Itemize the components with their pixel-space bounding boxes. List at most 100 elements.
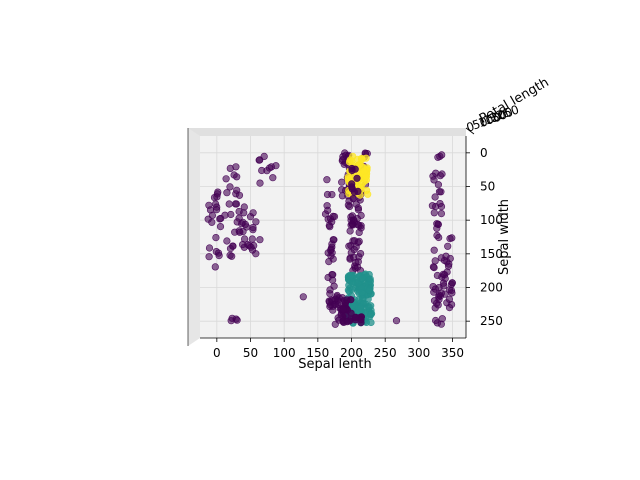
z-tick-label: 250 [495, 102, 521, 122]
scatter-point-class-0 [329, 236, 337, 244]
scatter-point-class-0 [240, 203, 248, 211]
scatter-point-class-1 [367, 318, 375, 327]
scatter-point-class-0 [343, 318, 351, 326]
scatter-point-class-0 [228, 252, 236, 260]
scatter-point-class-0 [331, 295, 339, 303]
scatter-point-class-0 [428, 202, 437, 210]
z-tick-label: 200 [489, 105, 515, 125]
scatter-point-class-0 [347, 296, 355, 304]
scatter-point-class-1 [347, 272, 355, 280]
scatter-point-class-0 [239, 218, 247, 226]
top-pane [188, 128, 466, 136]
scatter-point-class-0 [326, 290, 334, 298]
scatter-point-class-0 [328, 191, 336, 199]
scatter-point-class-0 [430, 264, 438, 272]
scatter-point-class-0 [346, 227, 354, 235]
floor-pane [188, 128, 200, 346]
y-tick-label: 200 [480, 281, 503, 295]
scatter-point-class-0 [431, 193, 439, 201]
x-tick-label: 50 [243, 346, 258, 360]
scatter-point-class-1 [358, 274, 367, 282]
scatter-point-class-0 [329, 255, 337, 263]
scatter-point-class-0 [323, 176, 331, 184]
scatter-point-class-0 [441, 271, 449, 279]
scatter-point-class-0 [436, 200, 444, 208]
scatter-point-class-1 [366, 275, 374, 283]
scatter-point-class-0 [227, 317, 235, 325]
scatter-point-class-0 [437, 210, 446, 218]
scatter-point-class-0 [246, 213, 255, 221]
scatter-point-class-0 [223, 189, 231, 197]
scatter-point-class-0 [236, 228, 244, 236]
scatter-point-class-0 [392, 317, 401, 325]
scatter-point-class-1 [365, 286, 373, 294]
scatter-point-class-0 [231, 200, 240, 208]
scatter-point-class-0 [256, 156, 264, 164]
scatter-point-class-0 [357, 224, 365, 232]
y-axis-label: Sepal width [497, 199, 512, 275]
scatter-point-class-0 [324, 206, 332, 214]
scatter-point-class-0 [435, 188, 444, 196]
scatter-point-class-0 [430, 176, 438, 184]
scatter-point-class-0 [353, 174, 361, 182]
scatter-point-class-0 [444, 242, 452, 250]
scatter-point-class-1 [355, 295, 363, 304]
scatter-point-class-1 [367, 311, 375, 319]
scatter-point-class-0 [225, 200, 233, 208]
scatter-point-class-0 [223, 237, 231, 245]
scatter-point-class-0 [252, 218, 260, 226]
scatter-point-class-0 [205, 244, 214, 252]
scatter-point-class-0 [354, 239, 362, 247]
x-tick-label: 200 [340, 346, 363, 360]
scatter-point-class-2 [364, 190, 372, 198]
scatter-point-class-1 [367, 302, 375, 310]
data-points [204, 149, 456, 328]
x-tick-label: 250 [374, 346, 397, 360]
scatter-point-class-0 [448, 279, 456, 287]
scatter-point-class-0 [221, 211, 229, 219]
x-tick-label: 300 [407, 346, 430, 360]
scatter-point-class-0 [350, 246, 358, 254]
scatter-point-class-0 [230, 171, 238, 179]
scatter-point-class-0 [269, 174, 277, 182]
scatter-point-class-0 [430, 246, 438, 254]
scatter-point-class-0 [438, 151, 446, 159]
scatter-point-class-0 [216, 223, 225, 231]
scatter-point-class-0 [446, 254, 454, 263]
scatter-point-class-0 [205, 201, 213, 209]
scatter-point-class-0 [299, 293, 307, 301]
z-tick-label: 150 [483, 107, 509, 127]
x-tick-label: 0 [213, 346, 221, 360]
scatter-point-class-0 [229, 242, 237, 250]
scatter-point-class-0 [441, 290, 449, 298]
scatter-point-class-0 [232, 163, 240, 171]
x-tick-label: 150 [306, 346, 329, 360]
scatter-point-class-0 [327, 246, 335, 254]
scatter-point-class-0 [256, 236, 264, 244]
scatter-point-class-0 [339, 305, 347, 314]
x-axis-label: Sepal lenth [298, 357, 371, 372]
scatter-point-class-0 [434, 181, 443, 189]
scatter-point-class-0 [211, 263, 219, 271]
y-tick-label: 150 [480, 247, 503, 261]
scatter-point-class-0 [208, 218, 216, 226]
scatter-point-class-0 [330, 282, 338, 290]
scatter-point-class-0 [249, 224, 257, 232]
scatter-point-class-0 [438, 315, 446, 323]
scatter-point-class-0 [205, 253, 213, 261]
scatter-point-class-0 [248, 235, 256, 243]
scatter-point-class-0 [349, 195, 357, 203]
z-tick-label: 100 [477, 110, 503, 130]
x-tick-label: 100 [273, 346, 296, 360]
scatter-point-class-0 [352, 200, 360, 208]
scatter-point-class-0 [433, 220, 441, 228]
scatter-point-class-0 [325, 221, 333, 230]
scatter-point-class-0 [346, 254, 354, 262]
scatter-point-class-0 [232, 190, 240, 198]
scatter-point-class-0 [338, 178, 346, 186]
scatter-point-class-0 [448, 289, 456, 297]
z-axis-label: Petal length [477, 75, 552, 127]
y-tick-label: 0 [480, 146, 488, 160]
scatter-point-class-0 [226, 183, 234, 191]
